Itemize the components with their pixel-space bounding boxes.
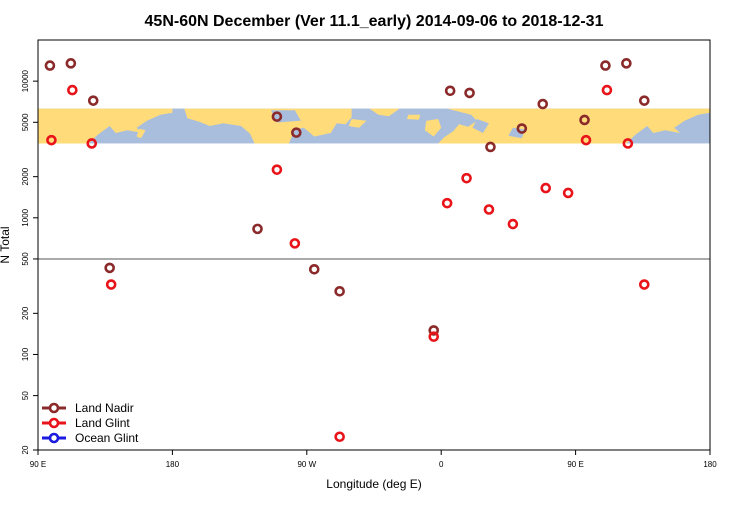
data-point [105,279,117,290]
legend-label: Land Glint [75,416,130,430]
y-axis: 20 50 100 200 500 1000 2000 5000 10000 [21,69,38,454]
data-point [65,58,77,69]
x-tick-label: 180 [166,460,180,469]
data-point [444,85,456,97]
data-point [428,331,440,342]
y-tick-label: 20 [21,445,30,454]
legend-marker [48,402,60,414]
y-tick-label: 200 [21,306,30,320]
x-tick-label: 0 [439,460,444,469]
data-point [44,60,56,71]
legend-marker [48,417,60,429]
map-land-shape [184,108,352,144]
data-point [334,431,345,443]
y-tick-label: 2000 [21,167,30,185]
map-land-shape [38,108,173,144]
data-point [252,223,263,235]
data-point [67,84,78,96]
chart-title: 45N-60N December (Ver 11.1_early) 2014-0… [145,13,604,30]
map-land-shape [406,114,421,120]
data-point [601,84,613,96]
data-point [464,87,475,99]
data-point [291,127,302,138]
data-point [600,60,611,71]
legend-label: Ocean Glint [75,431,139,445]
data-points [44,58,650,443]
x-axis-label: Longitude (deg E) [326,477,421,491]
y-tick-label: 50 [21,391,30,400]
plot-frame [37,39,711,451]
data-point [621,58,632,69]
x-tick-label: 90 W [297,460,316,469]
map-land-shape [369,108,400,117]
x-tick-label: 180 [703,460,717,469]
data-point [638,95,650,106]
data-point [638,279,650,290]
data-point [46,134,57,146]
data-point [271,164,283,175]
data-point [507,218,519,230]
data-point [428,325,440,336]
data-point [485,141,496,153]
data-point [271,111,283,122]
legend-marker [48,432,60,444]
data-point [579,114,590,126]
x-tick-label: 90 E [567,460,583,469]
data-point [86,138,98,149]
x-axis: 90 E 180 90 W 0 90 E 180 [30,450,717,469]
y-tick-label: 10000 [21,69,30,92]
data-point [516,123,528,134]
y-tick-label: 1000 [21,208,30,226]
map-water-shape [508,127,525,139]
map-land-shape [424,119,442,137]
x-tick-label: 90 E [30,460,46,469]
y-tick-label: 5000 [21,113,30,131]
world-map-band [38,108,710,144]
map-land-shape [348,119,367,128]
data-point [308,263,320,275]
legend-label: Land Nadir [75,401,134,415]
map-land-shape [438,108,710,144]
data-point [334,285,345,297]
y-tick-label: 500 [21,252,30,266]
y-axis-label: N Total [0,226,12,263]
data-point [87,95,99,106]
data-point [580,134,592,146]
data-point [104,262,115,274]
data-point [540,182,552,194]
map-water-shape [472,119,489,133]
data-point [562,187,574,199]
map-land-shape [136,128,146,139]
data-point [483,204,495,215]
data-point [461,172,472,184]
data-point [537,98,549,110]
data-point [622,138,634,149]
data-point [441,197,453,209]
y-tick-label: 100 [21,347,30,361]
data-point [289,238,301,249]
